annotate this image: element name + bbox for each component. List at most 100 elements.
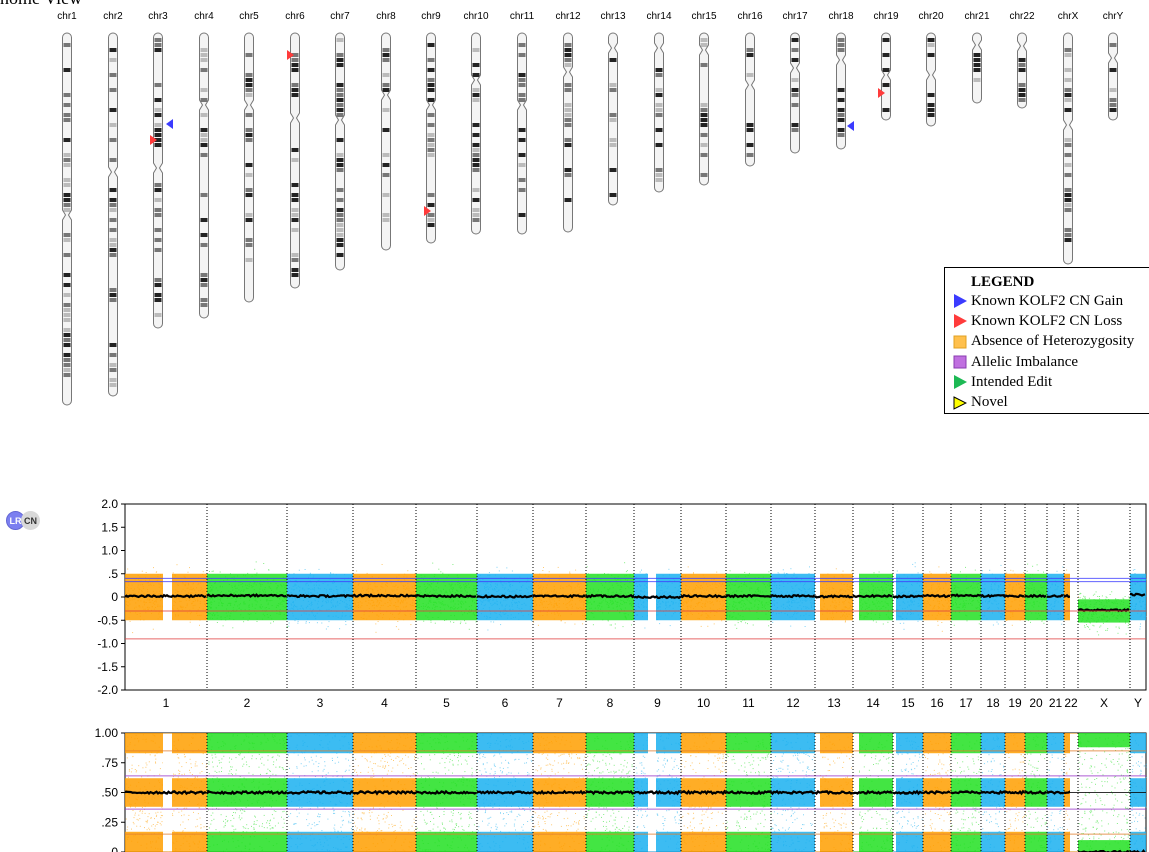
scatter-point bbox=[219, 581, 221, 583]
scatter-point bbox=[866, 605, 868, 607]
scatter-point bbox=[276, 610, 278, 612]
chromosome-band bbox=[63, 103, 71, 107]
scatter-point bbox=[617, 576, 619, 578]
scatter-point bbox=[856, 590, 858, 591]
scatter-point bbox=[255, 584, 257, 586]
scatter-point bbox=[978, 623, 980, 625]
scatter-point bbox=[126, 601, 128, 603]
scatter-point bbox=[190, 586, 192, 588]
scatter-point bbox=[558, 579, 560, 581]
scatter-point bbox=[370, 588, 372, 590]
scatter-point bbox=[831, 595, 832, 597]
scatter-point bbox=[531, 586, 533, 588]
scatter-point bbox=[860, 592, 862, 593]
scatter-point bbox=[432, 617, 434, 618]
scatter-point bbox=[287, 582, 289, 584]
scatter-point bbox=[553, 618, 555, 620]
scatter-point bbox=[765, 608, 766, 609]
scatter-point bbox=[151, 599, 153, 601]
scatter-point bbox=[687, 610, 689, 612]
scatter-point bbox=[843, 608, 845, 610]
scatter-point bbox=[811, 588, 813, 590]
scatter-point bbox=[514, 592, 516, 594]
scatter-point bbox=[648, 596, 650, 598]
scatter-point bbox=[981, 610, 983, 612]
chromosome-band bbox=[837, 88, 845, 92]
scatter-point bbox=[646, 596, 647, 598]
scatter-point bbox=[458, 586, 460, 588]
scatter-point bbox=[660, 590, 662, 592]
scatter-point bbox=[533, 583, 535, 584]
scatter-point bbox=[749, 602, 751, 604]
scatter-point bbox=[959, 604, 961, 605]
scatter-point bbox=[430, 586, 432, 588]
chromosome-band bbox=[63, 203, 71, 207]
scatter-point bbox=[609, 581, 611, 583]
scatter-point bbox=[795, 596, 796, 598]
chromosome-band bbox=[609, 83, 617, 87]
scatter-point bbox=[450, 585, 452, 587]
density-band bbox=[923, 573, 951, 621]
scatter-point bbox=[683, 603, 685, 605]
scatter-point bbox=[639, 584, 640, 586]
scatter-point bbox=[699, 618, 700, 620]
scatter-point bbox=[816, 600, 818, 602]
scatter-point bbox=[929, 594, 931, 596]
scatter-point bbox=[172, 611, 174, 613]
chromosome-band bbox=[837, 118, 845, 122]
scatter-point bbox=[990, 589, 992, 591]
scatter-point bbox=[681, 617, 683, 619]
scatter-point bbox=[162, 590, 164, 592]
scatter-point bbox=[518, 594, 520, 596]
lr-cn-toggle[interactable]: LR CN bbox=[6, 511, 40, 530]
scatter-point bbox=[495, 618, 497, 620]
scatter-point bbox=[811, 598, 812, 600]
cn-toggle-button[interactable]: CN bbox=[21, 511, 40, 530]
scatter-point bbox=[995, 578, 997, 580]
chromosome-band bbox=[154, 283, 162, 287]
scatter-point bbox=[260, 604, 262, 606]
scatter-point bbox=[472, 589, 474, 591]
scatter-point bbox=[162, 592, 164, 594]
scatter-point bbox=[455, 610, 457, 612]
scatter-point bbox=[437, 617, 439, 618]
scatter-point bbox=[328, 608, 330, 610]
scatter-point bbox=[729, 616, 731, 618]
scatter-point bbox=[849, 586, 851, 588]
scatter-point bbox=[367, 588, 369, 589]
scatter-point bbox=[950, 578, 952, 580]
scatter-point bbox=[766, 602, 768, 604]
scatter-point bbox=[566, 607, 568, 608]
scatter-point bbox=[780, 593, 782, 595]
scatter-point bbox=[778, 587, 780, 589]
scatter-point bbox=[648, 590, 650, 592]
scatter-point bbox=[739, 602, 740, 604]
scatter-point bbox=[206, 599, 208, 601]
scatter-point bbox=[767, 584, 769, 586]
scatter-point bbox=[988, 596, 990, 598]
scatter-point bbox=[910, 611, 912, 613]
scatter-point bbox=[482, 595, 484, 597]
scatter-point bbox=[662, 600, 664, 602]
scatter-point bbox=[625, 588, 627, 590]
scatter-point bbox=[393, 589, 395, 591]
scatter-point bbox=[251, 603, 253, 605]
scatter-point bbox=[299, 608, 301, 610]
scatter-point bbox=[507, 596, 508, 598]
scatter-point bbox=[378, 603, 380, 605]
density-band bbox=[981, 573, 1005, 621]
scatter-point bbox=[355, 606, 357, 608]
scatter-point bbox=[278, 585, 280, 587]
scatter-point bbox=[816, 598, 818, 600]
scatter-point bbox=[230, 602, 232, 604]
scatter-point bbox=[854, 591, 856, 593]
scatter-point bbox=[430, 581, 431, 583]
scatter-point bbox=[806, 597, 808, 599]
scatter-point bbox=[969, 594, 971, 595]
scatter-point bbox=[225, 595, 227, 597]
chromosome-band bbox=[109, 108, 117, 112]
scatter-point bbox=[220, 598, 222, 600]
gap bbox=[893, 504, 896, 690]
scatter-point bbox=[177, 610, 179, 612]
scatter-point bbox=[173, 611, 175, 613]
